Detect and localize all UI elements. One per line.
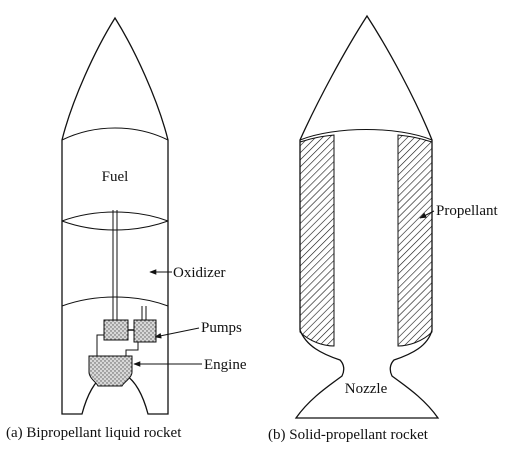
caption-solid-propellant: (b) Solid-propellant rocket: [268, 427, 429, 443]
engine-feed-line-left: [96, 334, 104, 356]
liquid-nose-separator: [61, 127, 169, 141]
engine-feed-line-right: [125, 342, 139, 356]
liquid-engine: [88, 355, 133, 387]
solid-rocket: Propellant Nozzle (b) Solid-propellant r…: [268, 14, 498, 443]
fuel-tank-bottom: [61, 211, 169, 222]
propellant-leader: [419, 210, 435, 219]
oxidizer-tank-top: [61, 220, 169, 231]
fuel-pump: [103, 319, 129, 341]
propellant-label: Propellant: [436, 203, 498, 219]
propellant-grain-right: [397, 134, 433, 347]
caption-bipropellant: (a) Bipropellant liquid rocket: [6, 425, 182, 441]
oxidizer-pump: [133, 319, 157, 343]
oxidizer-label: Oxidizer: [173, 265, 225, 281]
pumps-leader: [154, 327, 200, 339]
propellant-grain-left: [299, 134, 335, 347]
nozzle-label: Nozzle: [345, 381, 388, 397]
fuel-label: Fuel: [102, 169, 129, 185]
engine-label: Engine: [204, 357, 247, 373]
pumps-label: Pumps: [201, 320, 242, 336]
solid-nose-separator: [299, 129, 433, 141]
bipropellant-rocket: Fuel Oxidizer Pumps Engine (a) Bipropell…: [6, 16, 247, 441]
oxidizer-tank-bottom: [61, 296, 169, 307]
